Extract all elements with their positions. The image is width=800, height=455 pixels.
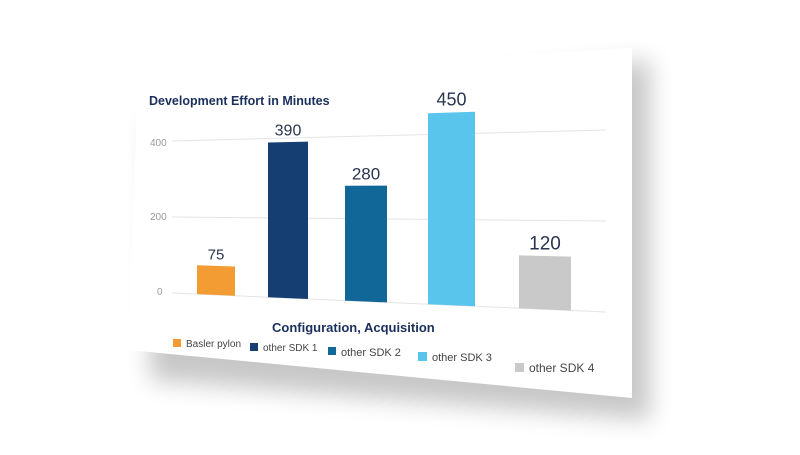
legend-label-other-sdk-2: other SDK 2 [341, 347, 401, 359]
gridline-0 [171, 292, 607, 313]
legend-swatch-basler-pylon [173, 339, 181, 347]
chart-title: Development Effort in Minutes [149, 94, 330, 108]
legend-swatch-other-sdk-2 [328, 347, 336, 355]
x-axis-title: Configuration, Acquisition [272, 320, 435, 335]
legend-label-basler-pylon: Basler pylon [186, 339, 241, 350]
value-label-basler-pylon: 75 [208, 246, 225, 263]
value-label-other-sdk-1: 390 [275, 123, 302, 140]
legend-swatch-other-sdk-4 [515, 363, 524, 372]
gridline-200 [171, 216, 607, 222]
value-label-other-sdk-2: 280 [352, 165, 380, 184]
legend-label-other-sdk-3: other SDK 3 [432, 352, 492, 364]
legend-swatch-other-sdk-3 [418, 352, 427, 361]
legend-label-other-sdk-4: other SDK 4 [529, 361, 595, 375]
bars: 75 390 280 450 120 [197, 90, 571, 311]
value-label-other-sdk-3: 450 [436, 90, 466, 110]
bar-other-sdk-2 [345, 185, 387, 303]
y-tick-label-200: 200 [150, 212, 167, 223]
bar-other-sdk-1 [268, 141, 308, 299]
gridlines [171, 129, 607, 313]
legend-swatch-other-sdk-1 [250, 343, 258, 351]
gridline-400 [171, 129, 607, 142]
legend-label-other-sdk-1: other SDK 1 [263, 343, 318, 354]
bar-basler-pylon [197, 265, 235, 296]
y-tick-label-0: 0 [157, 287, 163, 298]
y-tick-label-400: 400 [150, 138, 167, 149]
legend: Basler pylon other SDK 1 other SDK 2 oth… [173, 339, 595, 375]
bar-other-sdk-3 [428, 111, 475, 307]
bar-other-sdk-4 [519, 255, 571, 311]
value-label-other-sdk-4: 120 [529, 233, 561, 254]
